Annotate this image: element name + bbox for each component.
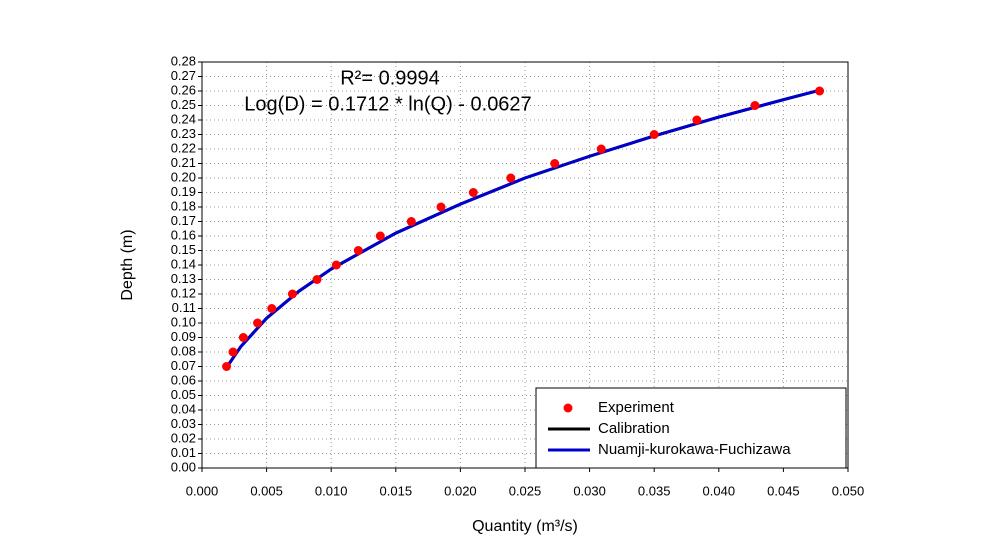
x-tick-label: 0.025 — [509, 483, 542, 498]
data-point — [375, 231, 385, 241]
y-tick-label: 0.04 — [171, 401, 196, 416]
y-tick-label: 0.15 — [171, 242, 196, 257]
y-tick-label: 0.24 — [171, 111, 196, 126]
y-tick-label: 0.26 — [171, 82, 196, 97]
x-tick-label: 0.050 — [832, 483, 865, 498]
y-tick-label: 0.06 — [171, 372, 196, 387]
y-tick-label: 0.00 — [171, 459, 196, 474]
x-tick-label: 0.010 — [315, 483, 348, 498]
data-point — [649, 130, 659, 139]
data-point — [228, 347, 238, 357]
data-point — [238, 333, 248, 342]
data-point — [436, 202, 446, 212]
line-series — [224, 88, 823, 371]
y-tick-label: 0.19 — [171, 184, 196, 199]
y-tick-label: 0.11 — [172, 300, 196, 315]
y-tick-label: 0.20 — [171, 169, 196, 184]
x-tick-label: 0.045 — [767, 483, 800, 498]
data-point — [406, 217, 416, 226]
y-tick-label: 0.03 — [171, 416, 196, 431]
data-point — [331, 260, 341, 270]
data-point — [692, 115, 702, 125]
data-point — [253, 318, 263, 328]
y-tick-label: 0.25 — [171, 97, 196, 112]
legend-label: Nuamji-kurokawa-Fuchizawa — [598, 441, 791, 458]
legend-label: Calibration — [598, 420, 670, 437]
x-tick-label: 0.030 — [573, 483, 606, 498]
y-tick-label: 0.14 — [171, 256, 196, 271]
y-tick-label: 0.13 — [171, 271, 196, 286]
x-tick-label: 0.020 — [444, 483, 477, 498]
x-tick-label: 0.000 — [186, 483, 219, 498]
data-point — [506, 173, 516, 183]
y-tick-label: 0.02 — [171, 430, 196, 445]
y-tick-label: 0.09 — [171, 329, 196, 344]
data-point — [287, 289, 297, 299]
x-axis-label: Quantity (m³/s) — [472, 518, 578, 535]
y-tick-label: 0.10 — [171, 314, 196, 329]
y-tick-label: 0.23 — [171, 126, 196, 141]
y-tick-label: 0.07 — [171, 358, 196, 373]
y-axis-label: Depth (m) — [119, 229, 136, 300]
x-tick-label: 0.035 — [638, 483, 671, 498]
data-point — [550, 159, 560, 168]
data-point — [222, 362, 232, 371]
line-series — [224, 88, 823, 371]
y-tick-label: 0.01 — [171, 445, 196, 460]
data-point — [750, 101, 760, 110]
data-point — [353, 246, 363, 255]
y-tick-label: 0.16 — [171, 227, 196, 242]
x-tick-label: 0.015 — [380, 483, 413, 498]
y-tick-label: 0.21 — [171, 155, 196, 170]
y-tick-label: 0.05 — [171, 387, 196, 402]
data-point — [312, 275, 322, 284]
r-squared: R²= 0.9994 — [340, 67, 440, 89]
y-tick-label: 0.17 — [171, 213, 196, 228]
x-tick-label: 0.040 — [703, 483, 736, 498]
data-point — [267, 304, 277, 313]
legend-marker — [563, 403, 573, 413]
equation: Log(D) = 0.1712 * ln(Q) - 0.0627 — [244, 93, 531, 115]
x-tick-label: 0.005 — [250, 483, 283, 498]
y-tick-label: 0.28 — [171, 53, 196, 68]
y-tick-label: 0.08 — [171, 343, 196, 358]
y-tick-label: 0.27 — [171, 68, 196, 83]
y-tick-label: 0.12 — [171, 285, 196, 300]
y-tick-label: 0.22 — [171, 140, 196, 155]
y-tick-label: 0.18 — [171, 198, 196, 213]
data-point — [596, 144, 606, 154]
legend-label: Experiment — [598, 399, 675, 416]
data-point — [815, 86, 825, 96]
data-point — [468, 188, 478, 197]
